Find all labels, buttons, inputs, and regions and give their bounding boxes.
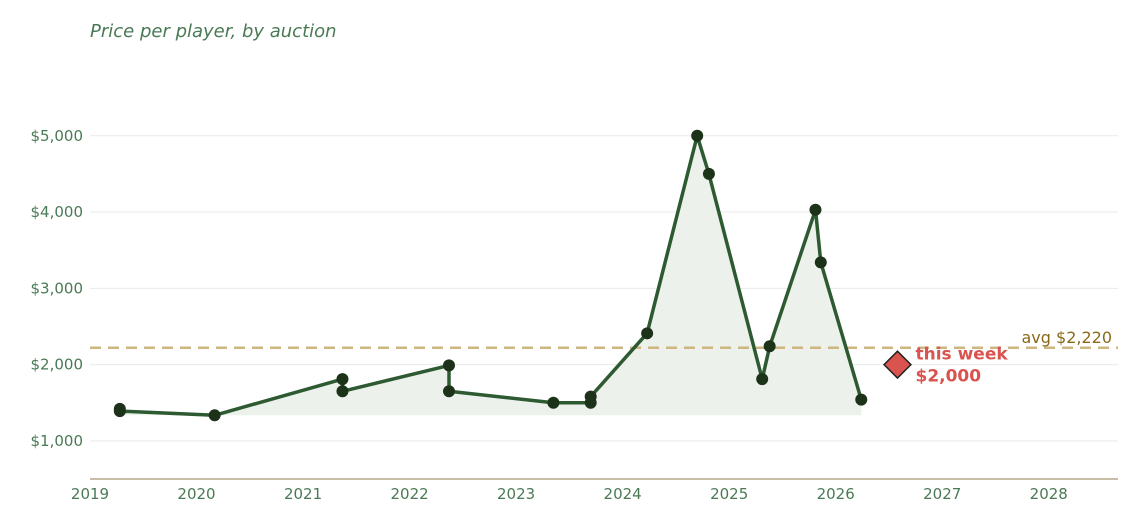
this-week-marker xyxy=(882,350,912,380)
x-tick-label: 2021 xyxy=(284,485,322,503)
data-point xyxy=(855,393,868,406)
x-tick-label: 2025 xyxy=(710,485,748,503)
x-tick-label: 2026 xyxy=(817,485,855,503)
chart-title: Price per player, by auction xyxy=(90,21,337,42)
data-point xyxy=(443,359,456,372)
data-point xyxy=(336,385,349,398)
y-tick-label: $1,000 xyxy=(31,432,84,450)
data-point xyxy=(763,340,776,353)
data-point xyxy=(336,373,349,386)
y-tick-label: $4,000 xyxy=(31,203,84,221)
y-tick-label: $5,000 xyxy=(31,127,84,145)
series-area xyxy=(119,135,862,416)
x-tick-label: 2024 xyxy=(604,485,642,503)
data-point xyxy=(809,203,822,216)
average-label: avg $2,220 xyxy=(1022,328,1113,347)
series-points xyxy=(113,129,868,422)
grid-lines xyxy=(90,135,1118,442)
this-week-value: $2,000 xyxy=(915,367,981,387)
x-tick-label: 2028 xyxy=(1030,485,1068,503)
x-tick-label: 2019 xyxy=(71,485,109,503)
x-tick-label: 2027 xyxy=(923,485,961,503)
this-week-label: this week xyxy=(915,345,1008,365)
x-tick-label: 2023 xyxy=(497,485,535,503)
data-point xyxy=(756,373,769,386)
data-point xyxy=(641,327,654,340)
data-point xyxy=(702,167,715,180)
data-point xyxy=(691,129,704,142)
data-point xyxy=(208,409,221,422)
data-point xyxy=(814,256,827,269)
y-tick-label: $3,000 xyxy=(31,279,84,297)
data-point xyxy=(443,385,456,398)
data-point xyxy=(113,405,126,418)
x-tick-label: 2022 xyxy=(390,485,428,503)
y-axis-ticks: $1,000 $2,000 $3,000 $4,000 $5,000 xyxy=(31,127,84,450)
x-axis-ticks: 2019 2020 2021 2022 2023 2024 2025 2026 2027 2028 xyxy=(71,485,1068,503)
data-point xyxy=(547,396,560,409)
y-tick-label: $2,000 xyxy=(31,356,84,374)
data-point xyxy=(584,390,597,403)
x-tick-label: 2020 xyxy=(177,485,215,503)
